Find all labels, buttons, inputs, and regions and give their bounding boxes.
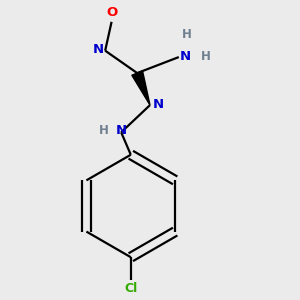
Text: Cl: Cl (124, 282, 137, 295)
Polygon shape (132, 71, 150, 105)
Text: N: N (153, 98, 164, 111)
Text: H: H (99, 124, 109, 137)
Text: N: N (179, 50, 191, 63)
Text: H: H (201, 50, 211, 63)
Text: O: O (106, 6, 117, 19)
Text: H: H (182, 28, 192, 41)
Text: N: N (116, 124, 127, 137)
Text: N: N (92, 43, 104, 56)
